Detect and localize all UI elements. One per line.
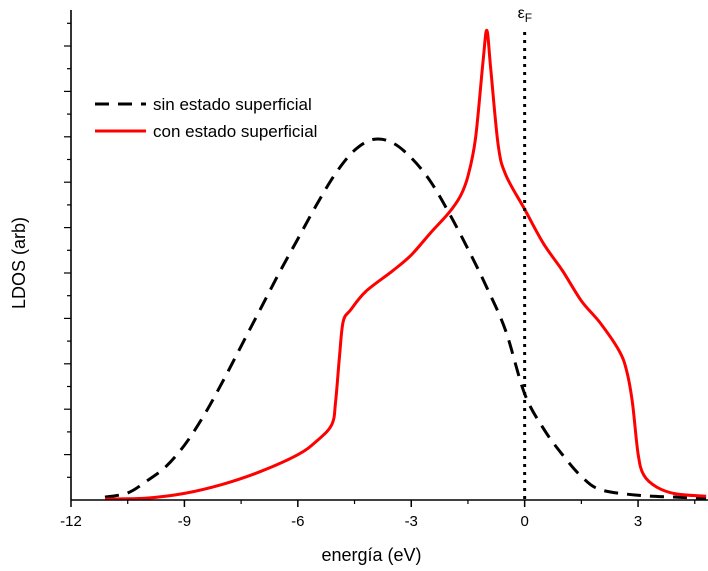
fermi-subscript: F (525, 11, 532, 25)
x-axis-title: energía (eV) (321, 545, 421, 565)
x-tick-label: 3 (634, 513, 642, 530)
legend-label-con-estado: con estado superficial (153, 122, 317, 141)
y-axis-title: LDOS (arb) (9, 217, 29, 309)
series-line-1 (104, 28, 707, 501)
legend: sin estado superficial con estado superf… (95, 95, 317, 141)
fermi-symbol: ε (518, 5, 525, 22)
y-axis-ticks (64, 22, 71, 478)
x-tick-label: -3 (405, 513, 418, 530)
x-tick-label: 0 (520, 513, 528, 530)
legend-label-sin-estado: sin estado superficial (153, 95, 312, 114)
series-line-0 (104, 137, 707, 500)
series-layer (104, 28, 707, 501)
x-tick-label: -9 (178, 513, 191, 530)
fermi-level-label: εF (518, 5, 532, 25)
x-tick-label: -6 (291, 513, 304, 530)
x-tick-label: -12 (60, 513, 82, 530)
x-axis-ticks: -12 -9 -6 -3 0 3 (60, 500, 696, 530)
